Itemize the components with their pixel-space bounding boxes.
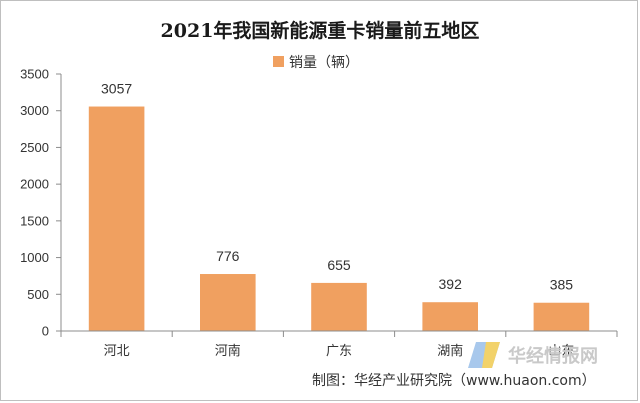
y-tick-label: 1000 bbox=[20, 250, 49, 265]
chart-title: 2021年我国新能源重卡销量前五地区 bbox=[161, 19, 480, 42]
bar bbox=[88, 106, 145, 331]
x-category-label: 河北 bbox=[104, 344, 130, 359]
x-axis: 河北 河南 广东 湖南 山东 bbox=[60, 330, 618, 359]
x-category-label: 河南 bbox=[215, 343, 241, 359]
y-tick-label: 0 bbox=[42, 324, 49, 339]
legend-label: 销量（辆） bbox=[289, 55, 359, 71]
y-tick-label: 2500 bbox=[20, 140, 49, 155]
x-category-label: 湖南 bbox=[437, 343, 463, 359]
y-axis: 0 500 1000 1500 2000 2500 3000 3500 bbox=[20, 67, 62, 339]
watermark-text: 华经情报网 bbox=[508, 345, 598, 367]
data-label: 655 bbox=[327, 257, 351, 273]
watermark: 华经情报网 bbox=[468, 342, 598, 368]
bar bbox=[200, 274, 256, 331]
data-label: 3057 bbox=[101, 81, 132, 97]
data-label: 392 bbox=[439, 276, 463, 292]
y-tick-label: 2000 bbox=[20, 177, 49, 192]
y-tick-label: 1500 bbox=[20, 213, 49, 228]
bar bbox=[422, 302, 478, 331]
x-category-label: 广东 bbox=[326, 344, 352, 359]
bar bbox=[533, 302, 590, 331]
data-label: 385 bbox=[550, 277, 574, 293]
y-tick-label: 3000 bbox=[20, 103, 49, 118]
bar bbox=[311, 282, 367, 331]
legend-swatch bbox=[273, 56, 284, 67]
source-note: 制图：华经产业研究院（www.huaon.com） bbox=[312, 373, 596, 389]
legend: 销量（辆） bbox=[273, 55, 359, 71]
y-tick-label: 500 bbox=[27, 287, 49, 302]
y-tick-label: 3500 bbox=[20, 67, 49, 82]
x-category-label: 山东 bbox=[548, 344, 574, 359]
data-label: 776 bbox=[216, 248, 240, 264]
huajing-logo-icon bbox=[468, 342, 500, 368]
bars: 3057 776 655 392 385 bbox=[88, 81, 590, 331]
